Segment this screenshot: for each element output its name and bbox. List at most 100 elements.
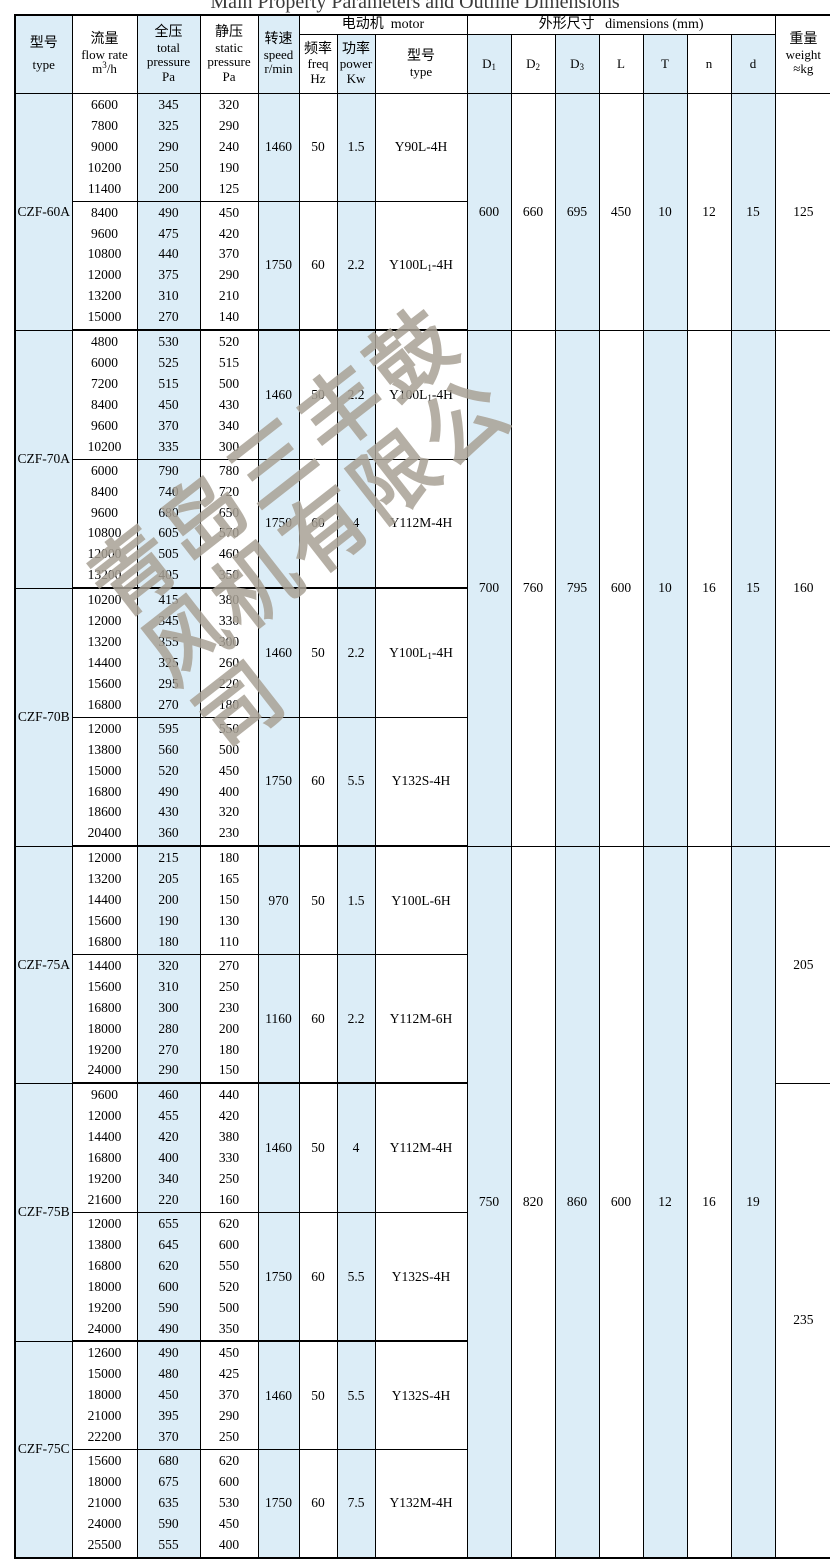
- table-row: 8400 9600 10800 12000 13200 15000 490 475 440 375…: [15, 200, 830, 332]
- total-pressure-cell: 490 480 450 395 370: [136, 1340, 201, 1451]
- speed-cell: 1750: [257, 1449, 300, 1559]
- motor-type-cell: Y132S-4H: [374, 1340, 468, 1451]
- dimension-d2-cell: 760: [510, 329, 556, 847]
- dimension-l-cell: 600: [598, 329, 644, 847]
- dimension-d1-cell: 700: [466, 329, 512, 847]
- model-type-cell: CZF-75C: [14, 1340, 73, 1559]
- dimension-d3-cell: 695: [554, 93, 600, 331]
- col-header-d2: D2: [510, 34, 556, 94]
- col-header-weight: 重量 weight ≈kg: [774, 14, 830, 94]
- power-cell: 5.5: [336, 716, 376, 848]
- col-header-freq: 频率 freq Hz: [298, 34, 338, 94]
- flow-rate-cell: 12600 15000 18000 21000 22200: [71, 1340, 138, 1451]
- freq-cell: 60: [298, 458, 338, 590]
- dimension-d2-cell: 820: [510, 845, 556, 1559]
- total-pressure-cell: 215 205 200 190 180: [136, 845, 201, 955]
- col-header-speed: 转速 speed r/min: [257, 14, 300, 94]
- table-header: 型号 type 流量 flow rate m3/h 全压 total press…: [14, 14, 830, 94]
- table-row: CZF-60A 6600 7800 9000 10200 11400 345 325 290 25…: [14, 93, 830, 331]
- speed-cell: 1750: [257, 458, 300, 590]
- static-pressure-cell: 440 420 380 330 250 160: [199, 1082, 259, 1213]
- weight-cell: 235: [774, 1082, 830, 1559]
- static-pressure-cell: 520 515 500 430 340 300: [199, 329, 259, 460]
- dimension-l-cell: 600: [598, 845, 644, 1559]
- static-pressure-cell: 270 250 230 200 180 150: [199, 953, 259, 1085]
- freq-cell: 60: [298, 1211, 338, 1343]
- freq-cell: 50: [298, 587, 338, 718]
- dimension-d3-cell: 860: [554, 845, 600, 1559]
- dimension-d-cell: 19: [730, 845, 776, 1559]
- total-pressure-cell: 320 310 300 280 270 290: [136, 953, 201, 1085]
- col-header-t: T: [642, 34, 688, 94]
- model-type-cell: CZF-75A: [14, 845, 73, 1084]
- freq-cell: 60: [298, 200, 338, 332]
- dimension-d-cell: 15: [730, 329, 776, 847]
- col-header-power: 功率 power Kw: [336, 34, 376, 94]
- power-cell: 5.5: [336, 1340, 376, 1451]
- power-cell: 1.5: [336, 93, 376, 202]
- speed-cell: 1460: [257, 93, 300, 202]
- static-pressure-cell: 780 720 650 570 460 350: [199, 458, 259, 590]
- power-cell: 2.2: [336, 587, 376, 718]
- table-row: 6000 8400 9600 10800 12000 13200 790 740 680 605 5…: [15, 458, 830, 590]
- static-pressure-cell: 180 165 150 130 110: [199, 845, 259, 955]
- group-header-motor: 电动机 motor: [298, 14, 468, 35]
- dimension-n-cell: 16: [686, 329, 732, 847]
- motor-type-cell: Y112M-4H: [374, 1082, 468, 1213]
- flow-rate-cell: 15600 18000 21000 24000 25500: [71, 1449, 138, 1559]
- dimension-t-cell: 10: [642, 329, 688, 847]
- freq-cell: 50: [298, 1082, 338, 1213]
- dimension-n-cell: 16: [686, 845, 732, 1559]
- table-row: 14400 15600 16800 18000 19200 24000 320 310 300 2…: [15, 953, 830, 1085]
- motor-type-cell: Y112M-4H: [374, 458, 468, 590]
- table-row: 12000 13800 15000 16800 18600 20400 595 560 520 4…: [15, 716, 830, 848]
- motor-type-cell: Y112M-6H: [374, 953, 468, 1085]
- total-pressure-cell: 460 455 420 400 340 220: [136, 1082, 201, 1213]
- speed-cell: 1750: [257, 200, 300, 332]
- power-cell: 5.5: [336, 1211, 376, 1343]
- flow-rate-cell: 12000 13800 16800 18000 19200 24000: [71, 1211, 138, 1343]
- col-header-total-pressure: 全压 total pressure Pa: [136, 14, 201, 94]
- total-pressure-cell: 680 675 635 590 555: [136, 1449, 201, 1559]
- weight-cell: 160: [774, 329, 830, 847]
- power-cell: 2.2: [336, 953, 376, 1085]
- speed-cell: 1460: [257, 329, 300, 460]
- static-pressure-cell: 380 330 300 260 220 180: [199, 587, 259, 718]
- model-type-cell: CZF-70A: [14, 329, 73, 589]
- flow-rate-cell: 14400 15600 16800 18000 19200 24000: [71, 953, 138, 1085]
- static-pressure-cell: 320 290 240 190 125: [199, 93, 259, 202]
- table-row: CZF-70A 4800 6000 7200 8400 9600 10200 530 525 51…: [14, 329, 830, 847]
- speed-cell: 1460: [257, 587, 300, 718]
- total-pressure-cell: 530 525 515 450 370 335: [136, 329, 201, 460]
- col-header-d: d: [730, 34, 776, 94]
- flow-rate-cell: 8400 9600 10800 12000 13200 15000: [71, 200, 138, 332]
- page-title: Main Property Parameters and Outline Dim…: [210, 0, 620, 13]
- col-header-n: n: [686, 34, 732, 94]
- freq-cell: 50: [298, 1340, 338, 1451]
- model-type-cell: CZF-70B: [14, 587, 73, 847]
- power-cell: 2.2: [336, 329, 376, 460]
- flow-rate-cell: 12000 13800 15000 16800 18600 20400: [71, 716, 138, 848]
- static-pressure-cell: 620 600 530 450 400: [199, 1449, 259, 1559]
- motor-type-cell: Y132S-4H: [374, 716, 468, 848]
- freq-cell: 50: [298, 845, 338, 955]
- motor-type-cell: Y100L-6H: [374, 845, 468, 955]
- dimension-t-cell: 12: [642, 845, 688, 1559]
- static-pressure-cell: 550 500 450 400 320 230: [199, 716, 259, 848]
- col-header-motor-type: 型号 type: [374, 34, 468, 94]
- total-pressure-cell: 415 345 355 325 295 270: [136, 587, 201, 718]
- speed-cell: 1460: [257, 1340, 300, 1451]
- col-header-type: 型号 type: [14, 14, 73, 94]
- specification-table: 型号 type 流量 flow rate m3/h 全压 total press…: [14, 14, 830, 1559]
- weight-cell: 125: [774, 93, 830, 331]
- speed-cell: 1460: [257, 1082, 300, 1213]
- total-pressure-cell: 790 740 680 605 505 405: [136, 458, 201, 590]
- col-header-flow-rate: 流量 flow rate m3/h: [71, 14, 138, 94]
- motor-type-cell: Y100L1-4H: [374, 329, 468, 460]
- motor-type-cell: Y90L-4H: [374, 93, 468, 202]
- freq-cell: 60: [298, 953, 338, 1085]
- static-pressure-cell: 620 600 550 520 500 350: [199, 1211, 259, 1343]
- dimension-n-cell: 12: [686, 93, 732, 331]
- speed-cell: 970: [257, 845, 300, 955]
- dimension-d3-cell: 795: [554, 329, 600, 847]
